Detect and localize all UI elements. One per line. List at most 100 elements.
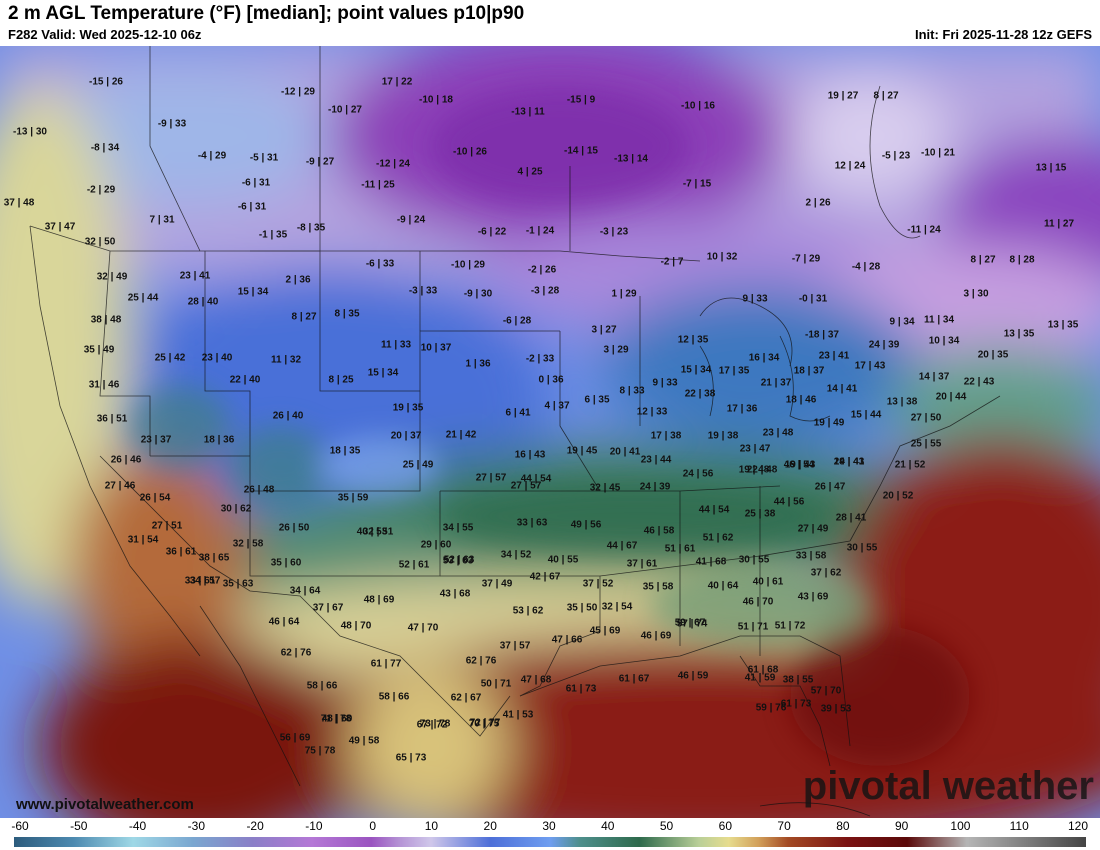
point-value: 17 | 35 (718, 365, 750, 377)
point-value: 58 | 66 (378, 691, 410, 703)
colorbar-tick: 70 (777, 819, 791, 833)
point-value: 26 | 54 (139, 492, 171, 504)
point-value: 47 | 68 (520, 674, 552, 686)
point-value: -12 | 29 (281, 86, 315, 98)
point-value: 33 | 61 (184, 575, 216, 587)
colorbar-tick: 80 (836, 819, 850, 833)
point-value: -2 | 29 (86, 184, 116, 196)
point-value: 34 | 52 (500, 549, 532, 561)
point-value: 27 | 50 (910, 412, 942, 424)
colorbar-tick: 60 (718, 819, 733, 833)
point-value: -15 | 9 (566, 94, 596, 106)
point-value: -3 | 33 (408, 285, 438, 297)
point-value: 23 | 48 (762, 427, 794, 439)
point-value: 17 | 43 (854, 360, 886, 372)
point-value: 52 | 63 (443, 554, 475, 566)
point-value: 34 | 64 (289, 585, 321, 597)
point-value: 44 | 56 (773, 496, 805, 508)
point-value: 27 | 46 (104, 480, 136, 492)
point-value: 23 | 41 (179, 270, 211, 282)
point-value: 19 | 35 (392, 402, 424, 414)
point-value: 34 | 57 (189, 575, 221, 587)
point-value: 26 | 47 (814, 481, 846, 493)
point-value: 11 | 34 (923, 314, 955, 326)
colorbar-tick: -30 (187, 819, 205, 833)
colorbar-ticks: -60 -50 -40 -30 -20 -10 0 10 20 30 40 50 60 70 80 90 100… (0, 818, 1100, 834)
point-value: -18 | 37 (805, 329, 839, 341)
point-value: 44 | 67 (606, 540, 638, 552)
point-value: 46 | 70 (742, 596, 774, 608)
point-value: 37 | 57 (499, 640, 531, 652)
point-value: 65 | 73 (395, 752, 427, 764)
point-value: 29 | 60 (420, 539, 452, 551)
point-value: 44 | 54 (698, 504, 730, 516)
point-value: 27 | 49 (797, 523, 829, 535)
point-value: 38 | 65 (198, 552, 230, 564)
point-value: 35 | 59 (337, 492, 369, 504)
point-value: 53 | 63 (442, 555, 474, 567)
brand-watermark: pivotal weather (802, 764, 1094, 808)
point-value: -2 | 7 (660, 256, 684, 268)
point-value: 61 | 67 (618, 673, 650, 685)
temperature-colorbar: -60 -50 -40 -30 -20 -10 0 10 20 30 40 50 60 70 80 90 100… (0, 818, 1100, 850)
point-value: 56 | 69 (279, 732, 311, 744)
point-value: -11 | 25 (361, 179, 395, 191)
point-value: -12 | 24 (376, 158, 410, 170)
temperature-map[interactable]: -15 | 26 -12 | 29 17 | 22 -10 | 18 -15 | 9 -1… (0, 46, 1100, 818)
point-value: 6 | 41 (505, 407, 531, 419)
point-value: 28 | 40 (187, 296, 219, 308)
point-value: 59 | 76 (755, 702, 787, 714)
point-value: 19 | 27 (827, 90, 859, 102)
point-value: 32 | 50 (84, 236, 116, 248)
map-header: 2 m AGL Temperature (°F) [median]; point… (0, 0, 1100, 46)
point-value: 24 | 56 (682, 468, 714, 480)
point-value: 26 | 40 (272, 410, 304, 422)
point-value: -0 | 31 (798, 293, 828, 305)
colorbar-tick: -50 (70, 819, 88, 833)
point-value: 18 | 46 (785, 394, 817, 406)
point-value: -5 | 23 (881, 150, 911, 162)
point-value: 46 | 64 (268, 616, 300, 628)
point-value: 72 | 77 (469, 717, 501, 729)
point-value: 51 | 61 (664, 543, 696, 555)
point-value: 19 | 48 (738, 464, 770, 476)
colorbar-tick: -20 (246, 819, 264, 833)
point-value: 12 | 35 (677, 334, 709, 346)
point-value: 42 | 67 (529, 571, 561, 583)
point-value: 22 | 43 (963, 376, 995, 388)
point-value: 27 | 57 (475, 472, 507, 484)
point-value: 46 | 69 (640, 630, 672, 642)
point-value: -8 | 35 (296, 222, 326, 234)
point-value: 26 | 48 (243, 484, 275, 496)
point-value: -13 | 14 (614, 153, 648, 165)
point-value: 19 | 45 (566, 445, 598, 457)
point-value: 15 | 34 (237, 286, 269, 298)
point-value: 31 | 46 (88, 379, 120, 391)
point-value: 40 | 55 (547, 554, 579, 566)
point-value: 71 | 78 (320, 713, 352, 725)
point-value: 35 | 60 (270, 557, 302, 569)
point-value: 37 | 47 (44, 221, 76, 233)
point-value: 45 | 69 (589, 625, 621, 637)
point-value: -8 | 34 (90, 142, 120, 154)
point-value: 57 | 70 (810, 685, 842, 697)
point-value: 3 | 27 (591, 324, 617, 336)
colorbar-tick: -60 (11, 819, 29, 833)
colorbar-tick: 100 (950, 819, 971, 833)
point-value: 8 | 28 (1009, 254, 1035, 266)
colorbar-tick: 110 (1009, 819, 1029, 833)
point-value: 2 | 36 (285, 274, 311, 286)
point-value: 39 | 53 (820, 703, 852, 715)
point-value: 13 | 38 (886, 396, 918, 408)
point-value: 43 | 68 (439, 588, 471, 600)
point-value: -9 | 27 (305, 156, 335, 168)
colorbar-tick: 30 (542, 819, 556, 833)
colorbar-tick: 0 (369, 819, 376, 833)
point-value: -9 | 33 (157, 118, 187, 130)
point-value: -1 | 35 (258, 229, 288, 241)
point-value: -3 | 28 (530, 285, 560, 297)
point-value: 37 | 49 (481, 578, 513, 590)
point-value: 52 | 61 (398, 559, 430, 571)
point-value: 49 | 56 (570, 519, 602, 531)
point-value: 62 | 76 (465, 655, 497, 667)
